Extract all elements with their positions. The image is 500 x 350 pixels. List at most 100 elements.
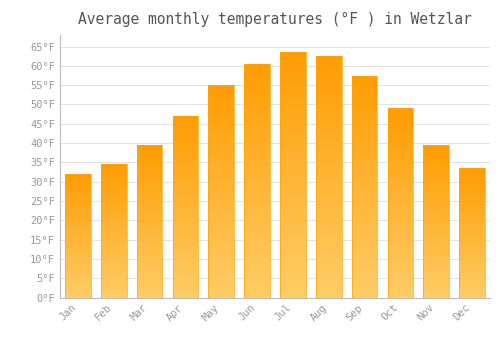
Bar [388,112,413,114]
Bar [388,124,413,125]
Bar [459,229,485,230]
Bar [316,211,342,213]
Bar [352,235,378,238]
Bar [388,252,413,254]
Bar [388,258,413,260]
Bar [101,215,126,216]
Bar [388,133,413,135]
Bar [208,274,234,276]
Bar [244,262,270,265]
Bar [208,202,234,204]
Bar [280,290,306,293]
Bar [101,214,126,215]
Bar [316,63,342,66]
Bar [424,261,449,262]
Bar [101,223,126,224]
Bar [280,278,306,280]
Bar [459,245,485,246]
Bar [208,234,234,236]
Bar [459,256,485,257]
Bar [388,110,413,112]
Bar [208,270,234,272]
Bar [244,164,270,167]
Bar [352,286,378,289]
Bar [280,102,306,104]
Bar [388,108,413,298]
Bar [388,125,413,127]
Bar [101,171,126,172]
Bar [172,180,199,181]
Bar [316,266,342,268]
Bar [459,243,485,245]
Bar [208,134,234,136]
Bar [65,191,91,193]
Bar [208,221,234,223]
Bar [280,94,306,97]
Bar [316,90,342,92]
Bar [352,220,378,222]
Bar [136,282,162,284]
Bar [316,61,342,63]
Bar [352,180,378,182]
Bar [459,197,485,198]
Bar [280,165,306,168]
Bar [136,238,162,239]
Bar [101,187,126,188]
Bar [65,216,91,217]
Bar [352,124,378,127]
Bar [424,188,449,189]
Bar [208,251,234,253]
Bar [136,233,162,235]
Bar [136,284,162,285]
Bar [424,215,449,217]
Bar [388,271,413,273]
Bar [352,289,378,291]
Bar [172,234,199,236]
Bar [244,139,270,141]
Bar [280,82,306,84]
Bar [280,52,306,298]
Bar [172,252,199,254]
Bar [280,271,306,273]
Bar [388,171,413,173]
Bar [208,132,234,134]
Bar [101,248,126,250]
Bar [136,275,162,276]
Bar [244,90,270,92]
Bar [101,194,126,195]
Bar [459,215,485,216]
Bar [424,262,449,264]
Bar [172,154,199,156]
Bar [459,172,485,173]
Bar [65,268,91,269]
Bar [101,208,126,210]
Bar [172,279,199,281]
Bar [388,275,413,277]
Bar [316,293,342,295]
Bar [316,100,342,102]
Bar [280,121,306,124]
Bar [244,295,270,298]
Bar [136,244,162,246]
Bar [136,171,162,173]
Bar [280,185,306,187]
Bar [424,267,449,268]
Bar [244,237,270,239]
Bar [101,226,126,227]
Bar [352,209,378,211]
Bar [208,126,234,128]
Bar [280,248,306,251]
Bar [388,191,413,194]
Bar [65,178,91,179]
Bar [459,239,485,240]
Bar [172,241,199,243]
Bar [316,271,342,273]
Bar [280,131,306,133]
Bar [65,232,91,233]
Bar [352,169,378,171]
Bar [316,191,342,194]
Bar [172,140,199,141]
Bar [352,93,378,96]
Bar [316,283,342,286]
Bar [280,175,306,177]
